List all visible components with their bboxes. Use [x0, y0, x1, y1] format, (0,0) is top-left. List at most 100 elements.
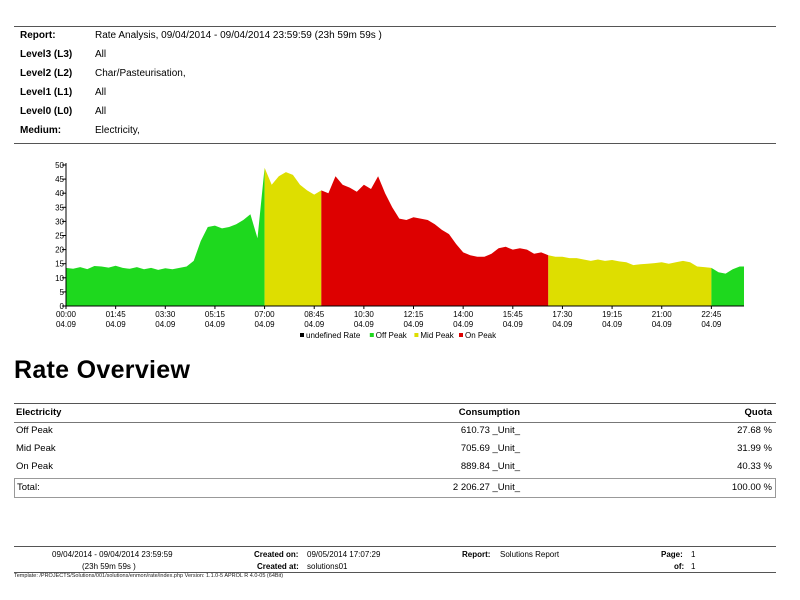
y-tick-label: 20 — [55, 246, 64, 255]
meta-key: Medium: — [20, 125, 62, 136]
x-tick-date-label: 04.09 — [453, 320, 474, 329]
column-header-electricity: Electricity — [16, 407, 62, 418]
legend-swatch — [300, 333, 304, 337]
area-segment-mid-peak — [548, 255, 712, 306]
header-bottom-rule — [14, 143, 776, 144]
legend-label: Off Peak — [376, 331, 408, 340]
x-tick-date-label: 04.09 — [503, 320, 524, 329]
footer-of-label: of: — [674, 562, 685, 571]
legend-swatch — [369, 333, 374, 337]
legend-label: undefined Rate — [306, 331, 361, 340]
area-segment-off-peak — [66, 167, 265, 306]
cell-total-consumption: 2 206.27 _Unit_ — [452, 482, 520, 493]
x-tick-date-label: 04.09 — [56, 320, 77, 329]
header-top-rule — [14, 26, 776, 27]
column-header-consumption: Consumption — [458, 407, 520, 418]
x-tick-date-label: 04.09 — [403, 320, 424, 329]
meta-value: All — [95, 49, 107, 60]
x-tick-date-label: 04.09 — [701, 320, 722, 329]
meta-key: Level0 (L0) — [20, 106, 73, 117]
overview-table-body: Off Peak 610.73 _Unit_ 27.68 % Mid Peak … — [14, 422, 776, 478]
area-segment-on-peak — [321, 176, 549, 306]
y-tick-label: 0 — [60, 302, 65, 311]
legend-label: On Peak — [465, 331, 497, 340]
meta-key: Level3 (L3) — [20, 49, 73, 60]
x-tick-date-label: 04.09 — [205, 320, 226, 329]
footer-created-at: solutions01 — [307, 562, 348, 571]
x-tick-date-label: 04.09 — [155, 320, 176, 329]
x-tick-label: 14:00 — [453, 310, 474, 319]
cell-quota: 40.33 % — [737, 461, 772, 472]
meta-value: All — [95, 106, 107, 117]
footer-of: 1 — [691, 562, 696, 571]
table-row: On Peak 889.84 _Unit_ 40.33 % — [14, 458, 776, 476]
x-tick-label: 05:15 — [205, 310, 226, 319]
footer-bottom-rule — [14, 572, 776, 573]
x-tick-date-label: 04.09 — [255, 320, 276, 329]
footer-duration: (23h 59m 59s ) — [82, 562, 136, 571]
meta-key: Report: — [20, 30, 56, 41]
x-tick-label: 17:30 — [552, 310, 573, 319]
legend-swatch — [414, 333, 419, 337]
x-tick-label: 21:00 — [652, 310, 673, 319]
cell-consumption: 705.69 _Unit_ — [460, 443, 520, 454]
y-tick-label: 30 — [55, 217, 64, 226]
x-tick-date-label: 04.09 — [354, 320, 375, 329]
x-tick-label: 12:15 — [403, 310, 424, 319]
legend-swatch — [459, 333, 463, 337]
cell-total-label: Total: — [17, 482, 40, 493]
x-tick-date-label: 04.09 — [304, 320, 325, 329]
cell-rate: On Peak — [16, 461, 53, 472]
x-tick-date-label: 04.09 — [652, 320, 673, 329]
y-tick-label: 50 — [55, 161, 64, 170]
y-tick-label: 35 — [55, 203, 64, 212]
footer-created-on-label: Created on: — [254, 550, 299, 559]
x-tick-label: 10:30 — [354, 310, 375, 319]
cell-total-quota: 100.00 % — [731, 482, 772, 493]
x-tick-label: 00:00 — [56, 310, 77, 319]
table-row: Mid Peak 705.69 _Unit_ 31.99 % — [14, 440, 776, 458]
meta-key: Level1 (L1) — [20, 87, 73, 98]
x-tick-label: 07:00 — [255, 310, 276, 319]
y-tick-label: 15 — [55, 260, 64, 269]
meta-value: All — [95, 87, 107, 98]
x-tick-date-label: 04.09 — [602, 320, 623, 329]
rate-analysis-chart: 0510152025303540455000:0004.0901:4504.09… — [55, 161, 744, 340]
column-header-quota: Quota — [744, 407, 772, 418]
cell-quota: 31.99 % — [737, 443, 772, 454]
meta-key: Level2 (L2) — [20, 68, 73, 79]
footer-period: 09/04/2014 - 09/04/2014 23:59:59 — [52, 550, 173, 559]
table-header-row: Electricity Consumption Quota — [14, 404, 776, 422]
template-info: Template: /PROJECTS/Solutions/001/soluti… — [14, 573, 284, 579]
x-tick-label: 22:45 — [701, 310, 722, 319]
footer-created-on: 09/05/2014 17:07:29 — [307, 550, 381, 559]
x-tick-label: 03:30 — [155, 310, 176, 319]
meta-value: Rate Analysis, 09/04/2014 - 09/04/2014 2… — [95, 30, 382, 41]
meta-value: Electricity, — [95, 125, 140, 136]
legend-label: Mid Peak — [420, 331, 454, 340]
y-tick-label: 5 — [60, 288, 65, 297]
x-tick-label: 08:45 — [304, 310, 325, 319]
y-tick-label: 10 — [55, 274, 64, 283]
footer-top-rule — [14, 546, 776, 547]
table-row: Off Peak 610.73 _Unit_ 27.68 % — [14, 422, 776, 440]
overview-table-header: Electricity Consumption Quota — [14, 403, 776, 423]
x-tick-date-label: 04.09 — [552, 320, 573, 329]
meta-value: Char/Pasteurisation, — [95, 68, 186, 79]
table-row-total: Total: 2 206.27 _Unit_ 100.00 % — [15, 479, 775, 497]
footer-report: Solutions Report — [500, 550, 560, 559]
y-tick-label: 45 — [55, 175, 64, 184]
footer-created-at-label: Created at: — [257, 562, 299, 571]
cell-consumption: 889.84 _Unit_ — [460, 461, 520, 472]
cell-consumption: 610.73 _Unit_ — [460, 425, 520, 436]
cell-quota: 27.68 % — [737, 425, 772, 436]
footer-page: 1 — [691, 550, 696, 559]
y-tick-label: 40 — [55, 189, 64, 198]
footer-page-label: Page: — [661, 550, 683, 559]
x-tick-label: 19:15 — [602, 310, 623, 319]
footer-report-label: Report: — [462, 550, 491, 559]
area-segment-mid-peak — [264, 167, 322, 306]
cell-rate: Mid Peak — [16, 443, 56, 454]
x-tick-label: 15:45 — [503, 310, 524, 319]
cell-rate: Off Peak — [16, 425, 53, 436]
